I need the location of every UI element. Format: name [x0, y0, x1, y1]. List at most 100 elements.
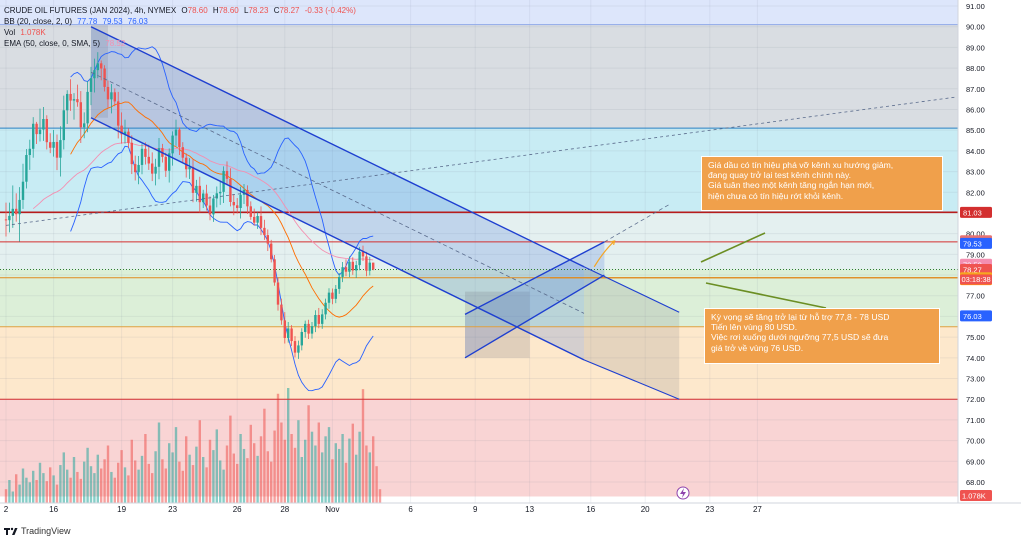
legend-h-label: H — [212, 6, 219, 15]
candle-98 — [338, 272, 341, 294]
volume-bar-95 — [327, 427, 331, 503]
volume-bar-44 — [154, 451, 157, 503]
candle-89 — [307, 319, 310, 339]
volume-bar-73 — [253, 443, 256, 503]
candle-body-82 — [283, 320, 286, 338]
price-tag-81.03: 81.03 — [960, 206, 992, 218]
candle-body-73 — [253, 216, 256, 223]
ytick-82.00: 82.00 — [966, 188, 985, 197]
candle-30 — [106, 80, 110, 108]
volume-bar-41 — [144, 434, 147, 503]
candle-body-100 — [344, 267, 348, 272]
callout-top-line-2: đang quay trở lại test kênh chính này. — [708, 170, 852, 181]
candle-44 — [154, 158, 157, 186]
tradingview-brand[interactable]: TradingView — [4, 526, 71, 536]
candle-body-6 — [25, 155, 28, 182]
legend-symbol[interactable]: CRUDE OIL FUTURES (JAN 2024), 4h, NYMEX — [4, 6, 177, 15]
long-trend-line — [5, 96, 957, 226]
legend-bb-row[interactable]: BB (20, close, 2, 0) 77.78 79.53 76.03 — [4, 17, 151, 27]
price-tag-bg-0 — [960, 206, 992, 218]
xtick-1: 16 — [49, 505, 58, 514]
candle-81 — [280, 298, 283, 325]
volume-bar-14 — [52, 475, 55, 503]
volume-bar-46 — [161, 459, 164, 503]
volume-bar-2 — [11, 491, 14, 503]
time-axis[interactable]: 2 16 19 23 26 28 Nov 6 9 13 16 20 23 27 — [0, 502, 1021, 514]
candle-96 — [331, 288, 334, 305]
candle-0 — [4, 202, 8, 237]
legend-change: -0.33 (-0.42%) — [304, 6, 356, 15]
ytick-85.00: 85.00 — [966, 126, 985, 135]
callout-bottom[interactable]: Kỳ vọng sẽ tăng trở lại từ hỗ trợ 77,8 -… — [704, 308, 940, 364]
candle-64 — [222, 166, 225, 204]
candle-body-50 — [174, 129, 178, 136]
candle-body-17 — [62, 110, 65, 141]
volume-bar-80 — [276, 393, 280, 503]
candle-55 — [191, 158, 195, 203]
channel-down-lower — [90, 117, 585, 361]
legend-vol-row[interactable]: Vol 1.078K — [4, 28, 49, 38]
candle-body-104 — [358, 251, 361, 266]
candle-75 — [259, 206, 263, 236]
volume-bar-22 — [79, 478, 82, 503]
candle-107 — [368, 256, 371, 276]
candle-82 — [283, 312, 286, 344]
candle-97 — [334, 284, 337, 304]
legend-o-label: O — [181, 6, 188, 15]
ytick-71.00: 71.00 — [966, 416, 985, 425]
candle-21 — [76, 84, 79, 107]
ytick-86.00: 86.00 — [966, 105, 985, 114]
candle-79 — [273, 254, 276, 286]
volume-bar-59 — [205, 467, 208, 503]
candle-77 — [266, 229, 269, 252]
legend-ema-row[interactable]: EMA (50, close, 0, SMA, 5) 78.52 — [4, 39, 128, 49]
candle-body-55 — [191, 167, 195, 193]
volume-bar-19 — [69, 477, 72, 503]
candle-body-81 — [280, 304, 283, 321]
volume-bar-67 — [232, 453, 235, 503]
candle-78 — [270, 239, 273, 263]
channel-origin-shade — [91, 24, 108, 118]
candle-body-35 — [123, 131, 127, 135]
candle-body-99 — [341, 267, 344, 277]
candle-body-75 — [259, 216, 263, 228]
volume-bar-17 — [62, 452, 65, 503]
callout-bottom-line-4: giá trở về vùng 76 USD. — [711, 342, 804, 353]
callout-top[interactable]: Giá dầu có tín hiệu phá vỡ kênh xu hướng… — [701, 156, 943, 211]
candle-body-47 — [164, 156, 167, 171]
candle-15 — [55, 134, 59, 171]
volume-bar-45 — [157, 422, 161, 503]
channel-bottom-shade — [465, 291, 530, 358]
candle-body-91 — [314, 314, 317, 327]
volume-bar-105 — [361, 389, 365, 503]
drawing-tools[interactable] — [5, 26, 957, 500]
candle-body-56 — [195, 185, 198, 193]
countdown-tag: 03:18:38 — [960, 274, 992, 285]
volume-bar-70 — [242, 448, 246, 503]
candle-body-64 — [222, 170, 225, 192]
candle-body-72 — [249, 206, 252, 217]
volume-bar-77 — [266, 451, 269, 503]
ytick-88.00: 88.00 — [966, 64, 985, 73]
candle-body-96 — [331, 292, 334, 299]
horizontal-levels[interactable] — [0, 24, 958, 400]
candle-87 — [300, 328, 303, 351]
price-axis[interactable]: 68.00 69.00 70.00 71.00 72.00 73.00 74.00 75.00… — [957, 0, 1021, 503]
candle-66 — [229, 168, 232, 207]
candle-body-58 — [202, 193, 205, 203]
candle-76 — [263, 219, 266, 240]
candle-25 — [89, 66, 93, 106]
candle-56 — [195, 179, 198, 202]
candle-body-54 — [188, 167, 191, 170]
volume-bar-3 — [15, 474, 18, 503]
price-tag-76.03: 76.03 — [960, 310, 992, 322]
volume-tag-text: 1.078K — [962, 492, 986, 501]
ytick-87.00: 87.00 — [966, 85, 985, 94]
xtick-7: 6 — [408, 505, 413, 514]
callout-top-line-4: hiện chưa có tín hiệu rớt khỏi kênh. — [708, 190, 844, 201]
volume-bar-61 — [212, 450, 215, 503]
volume-bar-51 — [178, 461, 181, 503]
candle-body-84 — [290, 328, 293, 342]
legend-c-label: C — [273, 6, 280, 15]
